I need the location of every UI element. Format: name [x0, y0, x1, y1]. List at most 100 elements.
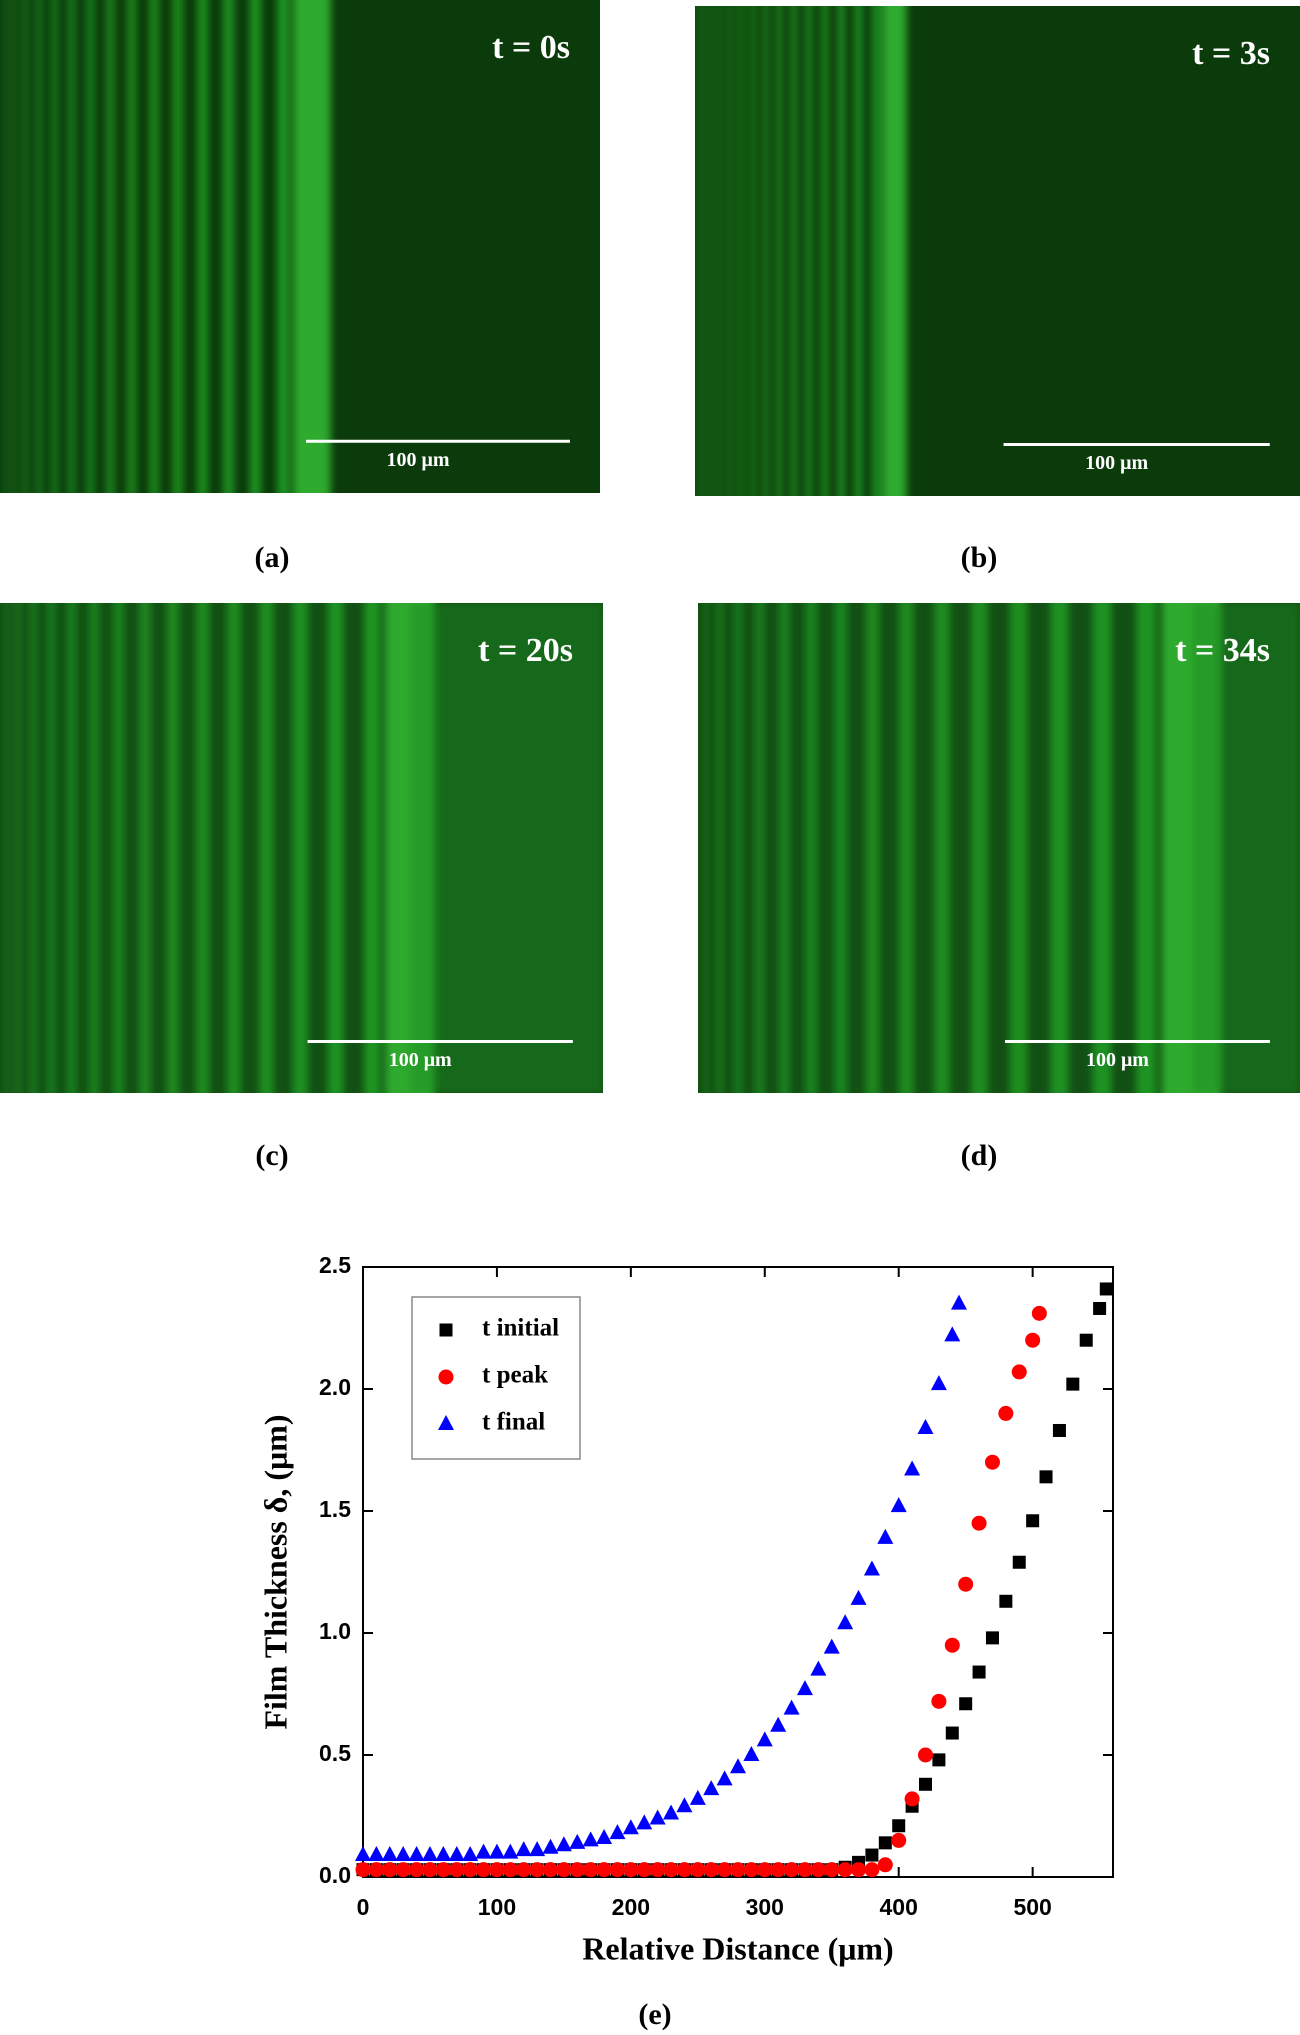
point [449, 1862, 465, 1878]
point [971, 1515, 987, 1531]
fringe [327, 603, 344, 1093]
fringe [363, 603, 381, 1093]
point [381, 1846, 398, 1862]
fringe [67, 0, 76, 493]
micrograph: t = 3s 100 μm (b) [695, 6, 1300, 574]
fringe [717, 6, 722, 496]
fringe [750, 6, 756, 496]
point [904, 1460, 921, 1476]
panel-label: (d) [961, 1139, 998, 1172]
point [555, 1836, 572, 1852]
micrograph: t = 0s 100 μm (a) [0, 0, 600, 574]
fringe [805, 603, 818, 1093]
panel-label: (c) [255, 1139, 288, 1172]
point [649, 1809, 666, 1825]
fringe [105, 0, 115, 493]
point [950, 1294, 967, 1310]
point [716, 1770, 733, 1786]
fringe [89, 603, 100, 1093]
point [609, 1862, 625, 1878]
point [999, 1594, 1013, 1608]
fringe [778, 603, 790, 1093]
legend-marker [439, 1323, 453, 1337]
point [596, 1828, 613, 1844]
fringe [11, 0, 16, 493]
point [676, 1797, 693, 1813]
legend: t initial t peak t final [411, 1296, 581, 1460]
point [959, 1697, 973, 1711]
point [1039, 1470, 1053, 1484]
point [582, 1831, 599, 1847]
point [743, 1746, 760, 1761]
x-axis-title: Relative Distance (μm) [582, 1930, 893, 1966]
fringe [1092, 603, 1112, 1093]
fringe [258, 603, 274, 1093]
point [1025, 1332, 1041, 1348]
fringe [738, 6, 744, 496]
y-tick-label: 1.5 [319, 1496, 351, 1522]
point [382, 1862, 398, 1878]
panel-label: (a) [255, 541, 290, 574]
fringe [47, 603, 56, 1093]
fringe [776, 6, 783, 496]
fringe [276, 0, 290, 493]
fringe [195, 603, 210, 1093]
fringe [762, 6, 769, 496]
fringe [837, 6, 845, 496]
point [462, 1846, 479, 1862]
fringe [696, 6, 700, 496]
fringe [805, 6, 813, 496]
fringe [872, 6, 881, 496]
point [1079, 1333, 1093, 1347]
time-label: t = 20s [478, 632, 573, 669]
point [1026, 1514, 1040, 1528]
point [409, 1862, 425, 1878]
point [730, 1758, 746, 1774]
fringe [854, 6, 863, 496]
point [636, 1814, 653, 1830]
point [919, 1777, 932, 1791]
fringe [249, 0, 262, 493]
point [1031, 1305, 1047, 1321]
point [663, 1862, 679, 1878]
x-tick-label: 400 [880, 1894, 918, 1920]
fringe [197, 0, 209, 493]
point [796, 1680, 813, 1696]
point [904, 1791, 920, 1807]
point [368, 1862, 384, 1878]
point [917, 1419, 934, 1435]
point [972, 1665, 986, 1679]
point [502, 1862, 518, 1878]
fringe [166, 603, 180, 1093]
point [476, 1862, 492, 1878]
point [583, 1862, 599, 1878]
point [784, 1862, 800, 1878]
fringe [293, 0, 331, 493]
fringe [51, 0, 58, 493]
legend-marker [438, 1415, 454, 1430]
point [945, 1726, 959, 1740]
point [663, 1804, 680, 1820]
legend-label: t initial [482, 1315, 559, 1342]
point [516, 1862, 532, 1878]
point [958, 1576, 974, 1592]
fringe [86, 0, 95, 493]
point [529, 1841, 546, 1857]
fringe [3, 0, 7, 493]
point [502, 1843, 519, 1859]
point [1011, 1364, 1027, 1380]
fringe [703, 603, 708, 1093]
point [1099, 1282, 1113, 1296]
point [650, 1862, 666, 1878]
fringe [292, 603, 308, 1093]
fringe [4, 603, 8, 1093]
scale-label: 100 μm [389, 1049, 452, 1071]
point [756, 1731, 773, 1747]
point [435, 1846, 452, 1862]
point [1052, 1423, 1066, 1437]
point [1093, 1301, 1107, 1315]
point [743, 1862, 759, 1878]
fringe [702, 6, 706, 496]
point [569, 1833, 586, 1849]
